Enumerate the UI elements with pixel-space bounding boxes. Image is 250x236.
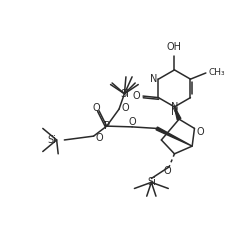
Polygon shape [156,127,192,146]
Text: O: O [132,91,140,101]
Text: N: N [170,102,177,112]
Text: OH: OH [166,42,181,52]
Text: O: O [92,103,100,114]
Text: P: P [103,121,109,131]
Text: O: O [196,127,203,137]
Text: O: O [121,103,128,113]
Text: N: N [150,74,157,84]
Text: Si: Si [146,177,155,187]
Text: N: N [170,107,177,117]
Text: O: O [96,133,103,143]
Polygon shape [174,107,180,120]
Text: O: O [163,166,171,176]
Text: Si: Si [120,89,128,99]
Text: Si: Si [48,135,56,145]
Text: CH₃: CH₃ [207,68,224,77]
Text: O: O [128,117,135,127]
